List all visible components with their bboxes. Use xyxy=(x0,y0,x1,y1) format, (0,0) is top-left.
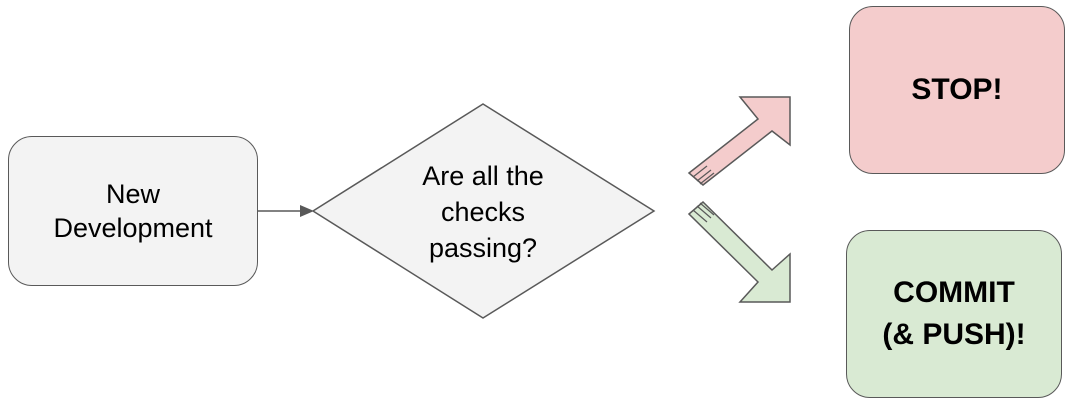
decision-node-label: Are all the checks passing? xyxy=(380,156,586,268)
decision-line-1: Are all the xyxy=(422,161,544,191)
decision-diamond xyxy=(311,103,656,319)
arrow-up-right-icon xyxy=(687,96,791,186)
stop-node: STOP! xyxy=(849,6,1065,174)
commit-node: COMMIT (& PUSH)! xyxy=(846,230,1062,398)
start-node-line-2: Development xyxy=(53,213,213,243)
arrow-down-right-icon xyxy=(687,200,791,303)
start-node: New Development xyxy=(8,136,258,286)
decision-line-3: passing? xyxy=(428,233,538,263)
connector-arrowhead xyxy=(300,205,314,217)
commit-node-line-2: (& PUSH)! xyxy=(882,318,1026,351)
stop-node-label: STOP! xyxy=(911,73,1003,106)
commit-node-line-1: COMMIT xyxy=(893,276,1015,309)
decision-line-2: checks xyxy=(440,197,526,227)
start-node-line-1: New xyxy=(105,179,160,209)
